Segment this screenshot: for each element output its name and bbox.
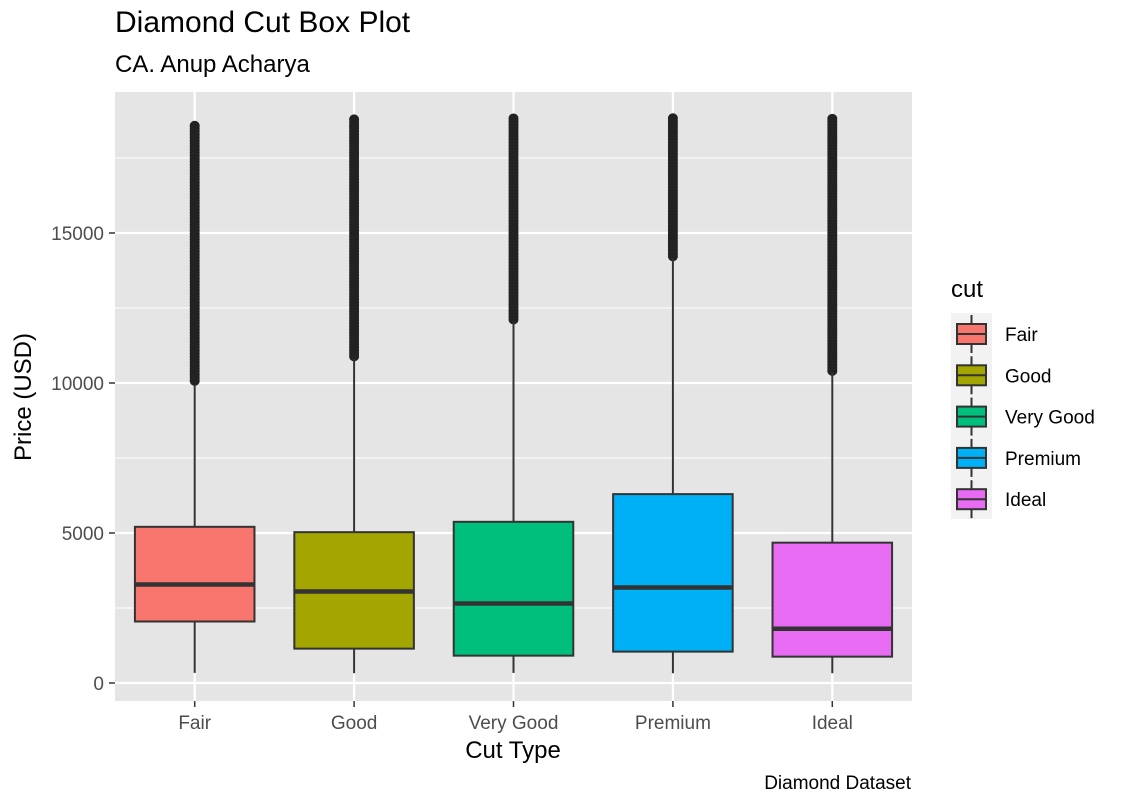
y-tick-label: 15000 (51, 224, 104, 245)
legend-item: Ideal (956, 480, 1046, 519)
chart-title: Diamond Cut Box Plot (115, 6, 411, 39)
box-good (293, 114, 415, 674)
y-tick-label: 5000 (62, 524, 104, 545)
y-axis: 0 5000 10000 15000 (51, 224, 115, 695)
x-tick-label: Very Good (469, 713, 559, 734)
x-tick-label: Good (331, 713, 377, 734)
legend-label: Good (1005, 366, 1051, 387)
chart-caption: Diamond Dataset (764, 773, 911, 794)
legend-label: Very Good (1005, 408, 1095, 429)
outlier-point (667, 251, 678, 262)
legend-item: Fair (956, 315, 1038, 353)
box-body (771, 541, 894, 658)
outlier-point (508, 314, 519, 325)
box-fair (133, 120, 256, 673)
x-tick-label: Ideal (812, 713, 853, 734)
outlier-point (827, 365, 838, 376)
legend-label: Premium (1005, 449, 1081, 470)
outlier-point (349, 351, 360, 362)
outlier-points (827, 113, 838, 376)
box-body (133, 525, 256, 623)
box-very-good (452, 113, 575, 673)
box-body (452, 520, 575, 657)
legend-item: Premium (956, 438, 1081, 477)
y-tick-label: 10000 (51, 374, 104, 395)
x-axis-title: Cut Type (465, 737, 561, 764)
outlier-points (349, 114, 360, 362)
box-body (612, 493, 734, 653)
box-series (133, 113, 894, 674)
box-ideal (771, 113, 894, 674)
outlier-point (189, 375, 200, 386)
legend-title: cut (951, 276, 983, 303)
legend: cut Fair Good Very Good Premium Ideal (951, 276, 1095, 519)
legend-item: Good (956, 356, 1051, 395)
box-premium (612, 113, 734, 674)
outlier-points (189, 120, 200, 386)
outlier-points (508, 113, 519, 325)
x-tick-label: Premium (635, 713, 711, 734)
x-axis: Fair Good Very Good Premium Ideal (178, 701, 853, 734)
x-tick-label: Fair (178, 713, 211, 734)
chart-subtitle: CA. Anup Acharya (115, 51, 310, 78)
legend-item: Very Good (956, 397, 1095, 436)
outlier-points (667, 113, 678, 262)
legend-label: Ideal (1005, 490, 1046, 511)
y-axis-title: Price (USD) (10, 333, 37, 461)
y-tick-label: 0 (93, 674, 104, 695)
legend-label: Fair (1005, 325, 1038, 346)
